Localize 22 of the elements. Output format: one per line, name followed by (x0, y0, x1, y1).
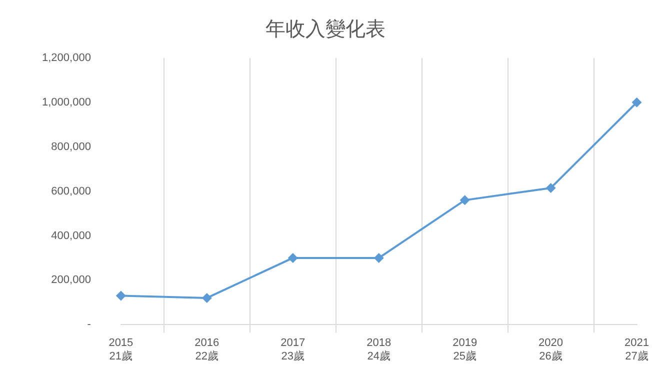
y-tick-label: 600,000 (51, 185, 91, 198)
y-tick-label: 1,200,000 (42, 52, 91, 64)
point (460, 195, 470, 206)
chart-title: 年收入變化表 (266, 18, 386, 41)
x-tick-label: 2016 22歲 (194, 337, 220, 362)
x-tick-label: 2021 27歲 (624, 337, 650, 362)
y-tick-label: 200,000 (51, 274, 91, 286)
y-tick-label: 1,000,000 (42, 96, 91, 108)
point (116, 290, 126, 301)
point (546, 182, 556, 193)
x-tick-label: 2019 25歲 (452, 337, 478, 362)
point (632, 97, 642, 108)
x-tick-label: 2018 24歲 (366, 337, 392, 362)
point (374, 252, 384, 263)
point (288, 252, 298, 263)
y-tick-label: 400,000 (51, 230, 91, 242)
y-tick-label: - (87, 318, 92, 331)
x-tick-label: 2020 26歲 (538, 337, 564, 362)
x-tick-label: 2015 21歲 (108, 337, 134, 362)
x-tick-label: 2017 23歲 (280, 337, 306, 362)
point (202, 292, 212, 303)
y-tick-label: 800,000 (51, 140, 91, 153)
